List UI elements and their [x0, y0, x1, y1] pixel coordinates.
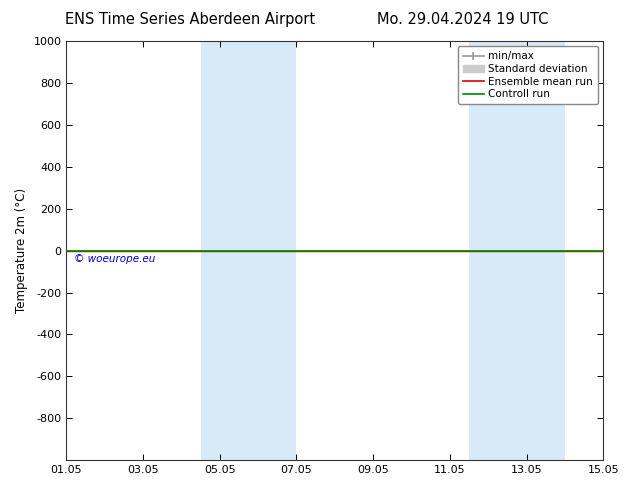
Bar — [469, 41, 565, 460]
Text: © woeurope.eu: © woeurope.eu — [74, 254, 156, 264]
Text: ENS Time Series Aberdeen Airport: ENS Time Series Aberdeen Airport — [65, 12, 315, 27]
Bar — [200, 41, 297, 460]
Text: Mo. 29.04.2024 19 UTC: Mo. 29.04.2024 19 UTC — [377, 12, 548, 27]
Legend: min/max, Standard deviation, Ensemble mean run, Controll run: min/max, Standard deviation, Ensemble me… — [458, 46, 598, 104]
Y-axis label: Temperature 2m (°C): Temperature 2m (°C) — [15, 188, 28, 313]
